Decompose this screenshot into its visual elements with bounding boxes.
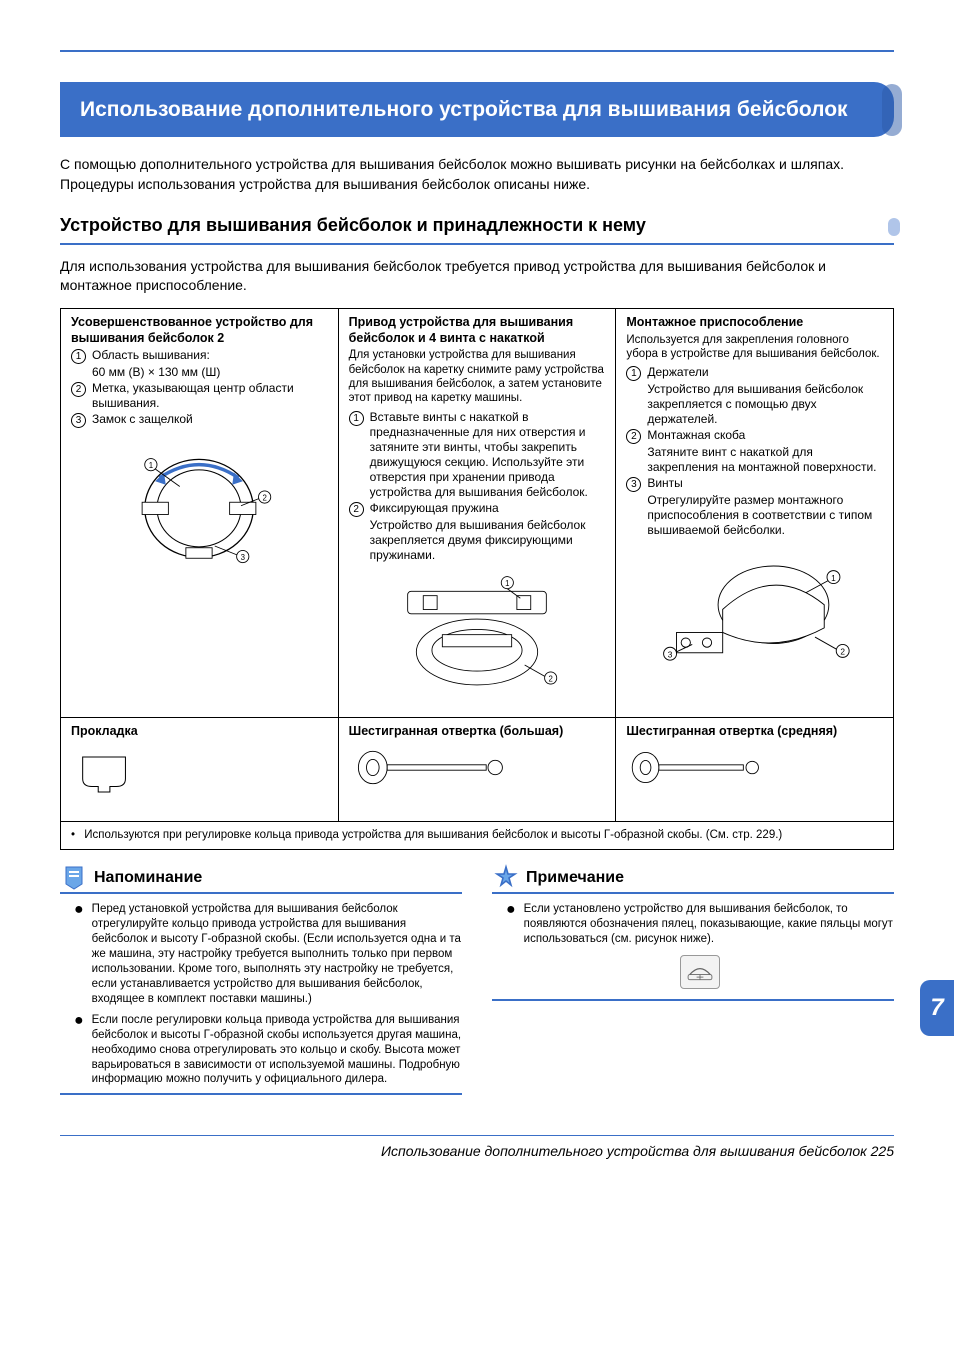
illustration-jig: 1 2 3 <box>626 544 883 684</box>
note-body: ●Если установлено устройство для вышиван… <box>492 902 894 989</box>
page-title-banner: Использование дополнительного устройства… <box>60 82 894 137</box>
svg-text:2: 2 <box>548 674 552 683</box>
section-intro: Для использования устройства для вышиван… <box>60 257 894 296</box>
memo-icon <box>60 864 88 890</box>
page-number: 225 <box>871 1143 894 1159</box>
part-title: Прокладка <box>71 724 328 740</box>
num-icon: 3 <box>626 477 641 492</box>
intro-text: С помощью дополнительного устройства для… <box>60 155 894 194</box>
illustration-driver: 1 2 <box>349 569 606 709</box>
part-cell-driver: Привод устройства для вышивания бейсболо… <box>339 309 617 718</box>
parts-footnote-row: • Используются при регулировке кольца пр… <box>61 821 893 849</box>
memo-title: Напоминание <box>94 869 202 886</box>
num-icon: 2 <box>626 429 641 444</box>
note-title: Примечание <box>526 869 624 886</box>
bullet-icon: ● <box>74 902 84 1007</box>
parts-table: Усовершенствованное устройство для вышив… <box>60 308 894 850</box>
illustration-hex-large <box>349 745 606 815</box>
svg-text:1: 1 <box>831 573 836 583</box>
note-item: Если установлено устройство для вышивани… <box>524 902 894 947</box>
bullet-icon: • <box>71 829 75 841</box>
part-title: Шестигранная отвертка (средняя) <box>626 724 883 740</box>
part-title: Усовершенствованное устройство для вышив… <box>71 315 328 346</box>
num-icon: 3 <box>71 413 86 428</box>
item-sub: Затяните винт с накаткой для закрепления… <box>626 445 883 475</box>
part-cell-hexdriver-large: Шестигранная отвертка (большая) <box>339 718 617 822</box>
note-underline <box>492 999 894 1001</box>
item-label: Метка, указывающая центр области вышиван… <box>92 381 328 411</box>
part-title: Монтажное приспособление <box>626 315 883 331</box>
item-sub: 60 мм (В) × 130 мм (Ш) <box>71 365 328 380</box>
note-box: Примечание ●Если установлено устройство … <box>492 868 894 1095</box>
part-cell-jig: Монтажное приспособление Используется дл… <box>616 309 893 718</box>
note-icon <box>492 864 520 890</box>
bullet-icon: ● <box>506 902 516 947</box>
item-label: Фиксирующая пружина <box>370 501 606 517</box>
memo-underline <box>60 1093 462 1095</box>
part-title: Привод устройства для вышивания бейсболо… <box>349 315 606 346</box>
memo-note-row: Напоминание ●Перед установкой устройства… <box>60 868 894 1095</box>
chapter-tab: 7 <box>920 980 954 1036</box>
memo-body: ●Перед установкой устройства для вышиван… <box>60 902 462 1087</box>
svg-text:3: 3 <box>241 553 246 562</box>
part-list: 1 Область вышивания: <box>71 348 328 364</box>
illustration-hex-medium <box>626 745 883 815</box>
illustration-frame: 1 2 3 <box>71 434 328 574</box>
svg-text:2: 2 <box>263 494 267 503</box>
part-cell-hexdriver-medium: Шестигранная отвертка (средняя) <box>616 718 893 822</box>
chapter-number: 7 <box>930 992 943 1023</box>
illustration-spacer <box>71 745 328 815</box>
part-cell-spacer: Прокладка <box>61 718 339 822</box>
part-pre: Для установки устройства для вышивания б… <box>349 348 606 406</box>
item-sub: Устройство для вышивания бейсболок закре… <box>626 382 883 427</box>
num-icon: 1 <box>626 366 641 381</box>
part-cell-frame: Усовершенствованное устройство для вышив… <box>61 309 339 718</box>
item-label: Винты <box>647 476 883 492</box>
memo-item: Перед установкой устройства для вышивани… <box>92 902 462 1007</box>
memo-heading: Напоминание <box>60 868 462 894</box>
part-title: Шестигранная отвертка (большая) <box>349 724 606 740</box>
svg-text:1: 1 <box>505 579 509 588</box>
section-heading: Устройство для вышивания бейсболок и при… <box>60 214 894 244</box>
svg-text:3: 3 <box>667 650 672 660</box>
svg-text:1: 1 <box>149 461 153 470</box>
memo-item: Если после регулировки кольца привода ус… <box>92 1013 462 1088</box>
item-sub: Отрегулируйте размер монтажного приспосо… <box>626 493 883 538</box>
num-icon: 2 <box>71 382 86 397</box>
note-heading: Примечание <box>492 868 894 894</box>
page-footer: Использование дополнительного устройства… <box>60 1135 894 1160</box>
item-label: Монтажная скоба <box>647 428 883 444</box>
parts-footnote: Используются при регулировке кольца прив… <box>84 829 782 841</box>
item-label: Замок с защелкой <box>92 412 328 428</box>
memo-box: Напоминание ●Перед установкой устройства… <box>60 868 462 1095</box>
part-pre: Используется для закрепления головного у… <box>626 333 883 362</box>
parts-row-bottom: Прокладка Шестигранная отвертка (большая… <box>61 718 893 822</box>
page-title: Использование дополнительного устройства… <box>80 98 848 121</box>
item-label: Область вышивания: <box>92 348 328 364</box>
footer-title: Использование дополнительного устройства… <box>381 1143 867 1159</box>
item-sub: Устройство для вышивания бейсболок закре… <box>349 518 606 563</box>
num-icon: 1 <box>349 411 364 426</box>
bullet-icon: ● <box>74 1013 84 1088</box>
cap-frame-icon <box>680 955 720 989</box>
svg-text:2: 2 <box>840 647 845 657</box>
item-label: Держатели <box>647 365 883 381</box>
top-rule <box>60 50 894 52</box>
parts-row-top: Усовершенствованное устройство для вышив… <box>61 309 893 718</box>
item-label: Вставьте винты с накаткой в предназначен… <box>370 410 606 500</box>
num-icon: 1 <box>71 349 86 364</box>
num-icon: 2 <box>349 502 364 517</box>
